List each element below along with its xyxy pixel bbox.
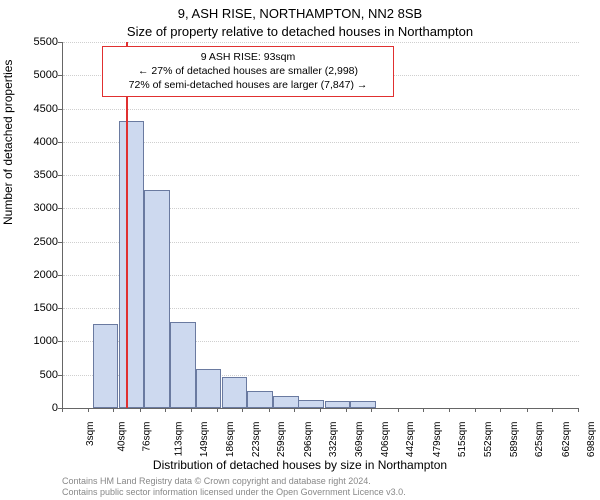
x-tick-mark xyxy=(423,408,424,412)
y-tick-label: 3500 xyxy=(18,169,58,181)
x-tick-label: 332sqm xyxy=(328,422,339,458)
x-tick-mark xyxy=(320,408,321,412)
histogram-bar xyxy=(298,400,324,408)
y-tick-mark xyxy=(58,242,62,243)
x-tick-label: 515sqm xyxy=(457,422,468,458)
y-tick-mark xyxy=(58,175,62,176)
x-tick-label: 625sqm xyxy=(535,422,546,458)
footer-attribution: Contains HM Land Registry data © Crown c… xyxy=(62,476,406,498)
histogram-bar xyxy=(119,121,145,408)
x-axis-label: Distribution of detached houses by size … xyxy=(0,458,600,472)
chart-title-address: 9, ASH RISE, NORTHAMPTON, NN2 8SB xyxy=(0,6,600,21)
x-tick-label: 442sqm xyxy=(406,422,417,458)
y-tick-mark xyxy=(58,109,62,110)
x-tick-label: 552sqm xyxy=(483,422,494,458)
x-tick-label: 186sqm xyxy=(225,422,236,458)
histogram-bar xyxy=(196,369,222,408)
annotation-box: 9 ASH RISE: 93sqm ← 27% of detached hous… xyxy=(102,46,394,97)
x-tick-label: 3sqm xyxy=(85,422,96,446)
y-tick-mark xyxy=(58,341,62,342)
x-tick-mark xyxy=(113,408,114,412)
y-tick-label: 500 xyxy=(18,369,58,381)
plot-area xyxy=(62,42,579,409)
x-tick-mark xyxy=(88,408,89,412)
x-tick-mark xyxy=(269,408,270,412)
y-tick-label: 2000 xyxy=(18,269,58,281)
annotation-line2: ← 27% of detached houses are smaller (2,… xyxy=(109,64,387,78)
histogram-bar xyxy=(273,396,299,408)
footer-line2: Contains public sector information licen… xyxy=(62,487,406,498)
histogram-bar xyxy=(350,401,376,408)
x-tick-label: 259sqm xyxy=(277,422,288,458)
footer-line1: Contains HM Land Registry data © Crown c… xyxy=(62,476,406,487)
y-tick-label: 2500 xyxy=(18,236,58,248)
x-tick-mark xyxy=(475,408,476,412)
y-tick-mark xyxy=(58,375,62,376)
x-tick-label: 369sqm xyxy=(354,422,365,458)
indicator-line xyxy=(126,42,128,408)
x-tick-label: 76sqm xyxy=(142,422,153,452)
gridline xyxy=(63,109,579,110)
x-tick-mark xyxy=(449,408,450,412)
y-tick-label: 4500 xyxy=(18,103,58,115)
x-tick-mark xyxy=(165,408,166,412)
y-tick-mark xyxy=(58,42,62,43)
y-tick-label: 3000 xyxy=(18,202,58,214)
y-tick-mark xyxy=(58,308,62,309)
histogram-bar xyxy=(144,190,170,408)
histogram-bar xyxy=(170,322,196,409)
x-tick-label: 589sqm xyxy=(509,422,520,458)
y-tick-mark xyxy=(58,208,62,209)
x-tick-label: 296sqm xyxy=(303,422,314,458)
x-tick-mark xyxy=(398,408,399,412)
y-axis-label: Number of detached properties xyxy=(1,60,15,225)
chart-title-subtitle: Size of property relative to detached ho… xyxy=(0,24,600,39)
y-tick-label: 4000 xyxy=(18,136,58,148)
x-tick-mark xyxy=(191,408,192,412)
x-tick-mark xyxy=(500,408,501,412)
annotation-line1: 9 ASH RISE: 93sqm xyxy=(109,50,387,64)
annotation-line3: 72% of semi-detached houses are larger (… xyxy=(109,78,387,92)
x-tick-mark xyxy=(242,408,243,412)
y-tick-label: 5500 xyxy=(18,36,58,48)
histogram-bar xyxy=(247,391,273,408)
x-tick-mark xyxy=(140,408,141,412)
x-tick-mark xyxy=(578,408,579,412)
histogram-bar xyxy=(93,324,119,409)
x-tick-label: 113sqm xyxy=(173,422,184,457)
x-tick-label: 662sqm xyxy=(561,422,572,458)
y-tick-label: 1000 xyxy=(18,335,58,347)
x-tick-label: 698sqm xyxy=(586,422,597,458)
gridline xyxy=(63,42,579,43)
x-tick-mark xyxy=(346,408,347,412)
histogram-bar xyxy=(325,401,351,408)
y-tick-mark xyxy=(58,275,62,276)
x-tick-mark xyxy=(294,408,295,412)
x-tick-mark xyxy=(217,408,218,412)
x-tick-label: 40sqm xyxy=(117,422,128,452)
x-tick-label: 406sqm xyxy=(380,422,391,458)
x-tick-mark xyxy=(552,408,553,412)
x-tick-label: 479sqm xyxy=(432,422,443,458)
x-tick-mark xyxy=(371,408,372,412)
y-tick-mark xyxy=(58,142,62,143)
y-tick-label: 1500 xyxy=(18,302,58,314)
histogram-bar xyxy=(222,377,248,408)
x-tick-label: 223sqm xyxy=(251,422,262,458)
y-tick-label: 0 xyxy=(18,402,58,414)
y-tick-mark xyxy=(58,75,62,76)
x-tick-label: 149sqm xyxy=(199,422,210,458)
y-tick-label: 5000 xyxy=(18,69,58,81)
x-tick-mark xyxy=(527,408,528,412)
x-tick-mark xyxy=(62,408,63,412)
